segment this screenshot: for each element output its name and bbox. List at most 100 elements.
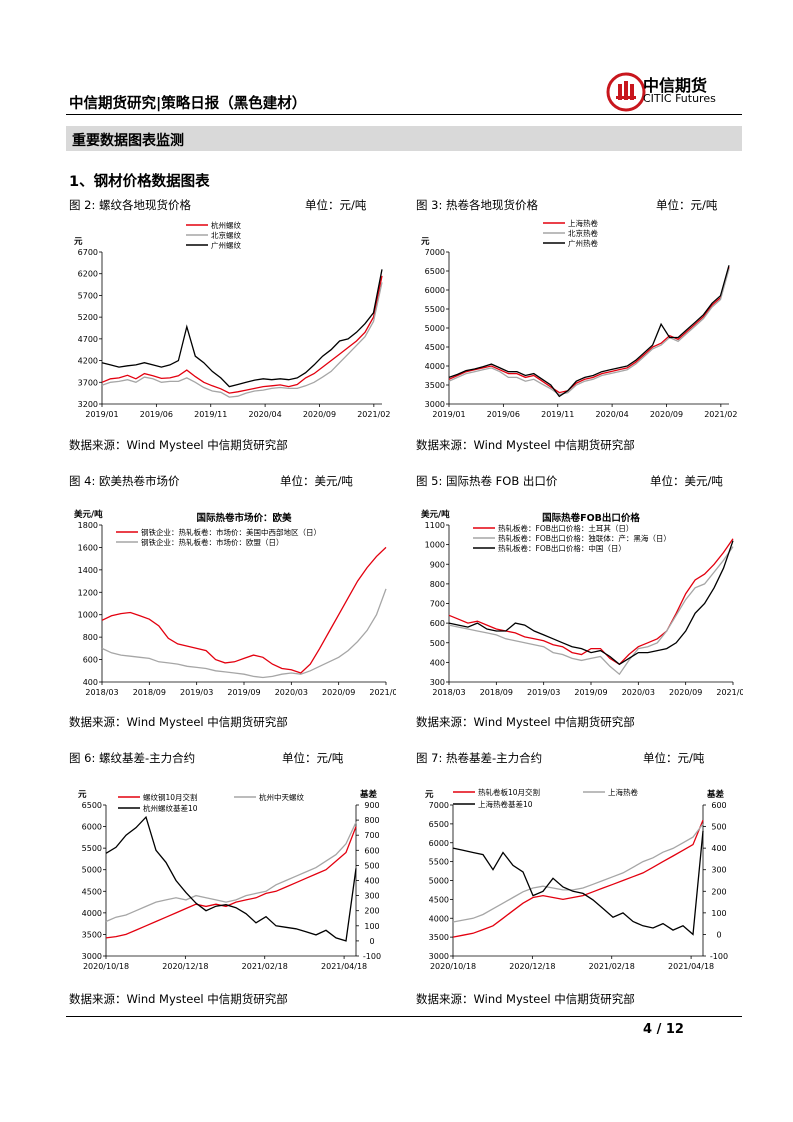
data-source: 数据来源：Wind Mysteel 中信期货研究部 bbox=[69, 438, 288, 452]
x-tick-label: 2019/03 bbox=[180, 688, 213, 697]
series-line-2 bbox=[448, 540, 734, 666]
data-source: 数据来源：Wind Mysteel 中信期货研究部 bbox=[69, 992, 288, 1006]
figure-unit: 单位：元/吨 bbox=[656, 198, 718, 212]
y-axis-unit: 元 bbox=[421, 237, 430, 247]
footer-divider bbox=[66, 1016, 742, 1017]
figure-caption: 图 7: 热卷基差-主力合约 bbox=[416, 751, 543, 765]
x-tick-label: 2019/01 bbox=[85, 410, 118, 419]
y-tick-label: 5700 bbox=[78, 291, 98, 300]
legend-label: 热轧板卷：FOB出口价格：独联体：产：黑海（日） bbox=[498, 533, 671, 543]
chart-rebar-basis: 3000 3500 4000 4500 5000 5500 6000 6500 -100 0 100… bbox=[78, 789, 381, 971]
y-tick-label: 1600 bbox=[78, 543, 98, 552]
data-source: 数据来源：Wind Mysteel 中信期货研究部 bbox=[416, 715, 635, 729]
y2-tick-label: 500 bbox=[711, 823, 726, 832]
y-tick-label: 7000 bbox=[429, 801, 449, 810]
y2-tick-label: 200 bbox=[364, 907, 379, 916]
chart-title: 国际热卷市场价：欧美 bbox=[196, 512, 292, 524]
x-tick-label: 2020/03 bbox=[275, 688, 308, 697]
chart-hrc-fob-prices: 300 400 500 600 700 800 900 1000 1100 2018/03 2018… bbox=[421, 509, 743, 697]
legend-label: 北京螺纹 bbox=[211, 230, 241, 240]
x-tick-label: 2020/10/18 bbox=[430, 962, 476, 971]
series-line-0 bbox=[101, 546, 387, 674]
x-tick-label: 2021/02 bbox=[704, 410, 737, 419]
y-tick-label: 4000 bbox=[429, 914, 449, 923]
y-tick-label: 5200 bbox=[78, 313, 98, 322]
data-source: 数据来源：Wind Mysteel 中信期货研究部 bbox=[416, 438, 635, 452]
y-tick-label: 800 bbox=[83, 633, 98, 642]
x-tick-label: 2019/11 bbox=[541, 410, 574, 419]
legend-label: 北京热卷 bbox=[568, 228, 598, 238]
legend-label: 螺纹钢10月交割 bbox=[143, 792, 198, 802]
y-tick-label: 800 bbox=[430, 580, 445, 589]
x-tick-label: 2020/04 bbox=[248, 410, 281, 419]
y-tick-label: 3500 bbox=[82, 930, 102, 939]
y2-tick-label: 800 bbox=[364, 816, 379, 825]
y-tick-label: 900 bbox=[430, 560, 445, 569]
series-line-1 bbox=[101, 282, 383, 398]
y-tick-label: 6000 bbox=[82, 823, 102, 832]
figure-caption: 图 3: 热卷各地现货价格 bbox=[416, 198, 539, 212]
x-tick-label: 2020/03 bbox=[622, 688, 655, 697]
y-tick-label: 5000 bbox=[82, 866, 102, 875]
y-axis-unit: 美元/吨 bbox=[74, 509, 103, 520]
data-source: 数据来源：Wind Mysteel 中信期货研究部 bbox=[69, 715, 288, 729]
y-tick-label: 3200 bbox=[78, 400, 98, 409]
figure-unit: 单位：美元/吨 bbox=[280, 474, 353, 488]
y-tick-label: 3700 bbox=[78, 378, 98, 387]
citic-logo-icon bbox=[606, 72, 646, 112]
y-tick-label: 4000 bbox=[425, 362, 445, 371]
y2-tick-label: -100 bbox=[710, 952, 728, 961]
x-tick-label: 2020/10/18 bbox=[83, 962, 129, 971]
section-band-title: 重要数据图表监测 bbox=[72, 133, 184, 149]
y-tick-label: 3000 bbox=[425, 400, 445, 409]
y-axis-unit: 元 bbox=[74, 237, 83, 247]
y-tick-label: 5500 bbox=[429, 858, 449, 867]
y-tick-label: 6000 bbox=[429, 839, 449, 848]
y2-tick-label: 400 bbox=[711, 844, 726, 853]
y-tick-label: 1400 bbox=[78, 566, 98, 575]
series-line-1 bbox=[448, 546, 734, 676]
chart-title: 国际热卷FOB出口价格 bbox=[542, 512, 640, 524]
x-tick-label: 2021/04/18 bbox=[668, 962, 714, 971]
y-tick-label: 500 bbox=[430, 639, 445, 648]
x-tick-label: 2021/02/18 bbox=[242, 962, 288, 971]
y2-tick-label: 0 bbox=[716, 930, 721, 939]
x-tick-label: 2019/01 bbox=[432, 410, 465, 419]
chart-rebar-spot-prices: 3200 3700 4200 4700 5200 5700 6200 6700 2019/01 2… bbox=[74, 220, 390, 419]
x-tick-label: 2020/09 bbox=[322, 688, 355, 697]
x-tick-label: 2020/12/18 bbox=[509, 962, 555, 971]
figure-caption: 图 4: 欧美热卷市场价 bbox=[69, 474, 180, 488]
y-tick-label: 3500 bbox=[429, 933, 449, 942]
page-number: 4 / 12 bbox=[643, 1022, 684, 1037]
y-tick-label: 4500 bbox=[429, 895, 449, 904]
legend-label: 钢铁企业：热轧板卷：市场价：美国中西部地区（日） bbox=[141, 527, 321, 537]
figure-unit: 单位：元/吨 bbox=[643, 751, 705, 765]
y-axis-unit: 美元/吨 bbox=[421, 509, 450, 520]
y-tick-label: 3000 bbox=[429, 952, 449, 961]
y2-tick-label: 100 bbox=[711, 909, 726, 918]
legend-label: 杭州中天螺纹 bbox=[259, 792, 304, 802]
y2-tick-label: 0 bbox=[369, 937, 374, 946]
y-tick-label: 5000 bbox=[429, 877, 449, 886]
x-tick-label: 2019/03 bbox=[527, 688, 560, 697]
y-tick-label: 1200 bbox=[78, 588, 98, 597]
legend-label: 钢铁企业：热轧板卷：市场价：欧盟（日） bbox=[141, 537, 284, 547]
x-tick-label: 2021/03 bbox=[716, 688, 743, 697]
series-line-0 bbox=[101, 275, 383, 394]
y-tick-label: 7000 bbox=[425, 248, 445, 257]
y2-axis-unit: 基差 bbox=[359, 789, 378, 800]
x-tick-label: 2020/04 bbox=[595, 410, 628, 419]
citic-futures-logo bbox=[606, 70, 742, 112]
y-tick-label: 5500 bbox=[82, 844, 102, 853]
figure-caption: 图 5: 国际热卷 FOB 出口价 bbox=[416, 474, 558, 488]
x-tick-label: 2018/09 bbox=[133, 688, 166, 697]
legend-label: 热轧板卷：FOB出口价格：中国（日） bbox=[498, 543, 626, 553]
x-tick-label: 2019/09 bbox=[574, 688, 607, 697]
y2-tick-label: -100 bbox=[363, 952, 381, 961]
y2-tick-label: 400 bbox=[364, 877, 379, 886]
series-line-1 bbox=[452, 823, 704, 923]
x-tick-label: 2018/09 bbox=[480, 688, 513, 697]
series-line-0 bbox=[452, 819, 704, 938]
y-tick-label: 400 bbox=[83, 678, 98, 687]
legend-label: 杭州螺纹 bbox=[211, 220, 241, 230]
